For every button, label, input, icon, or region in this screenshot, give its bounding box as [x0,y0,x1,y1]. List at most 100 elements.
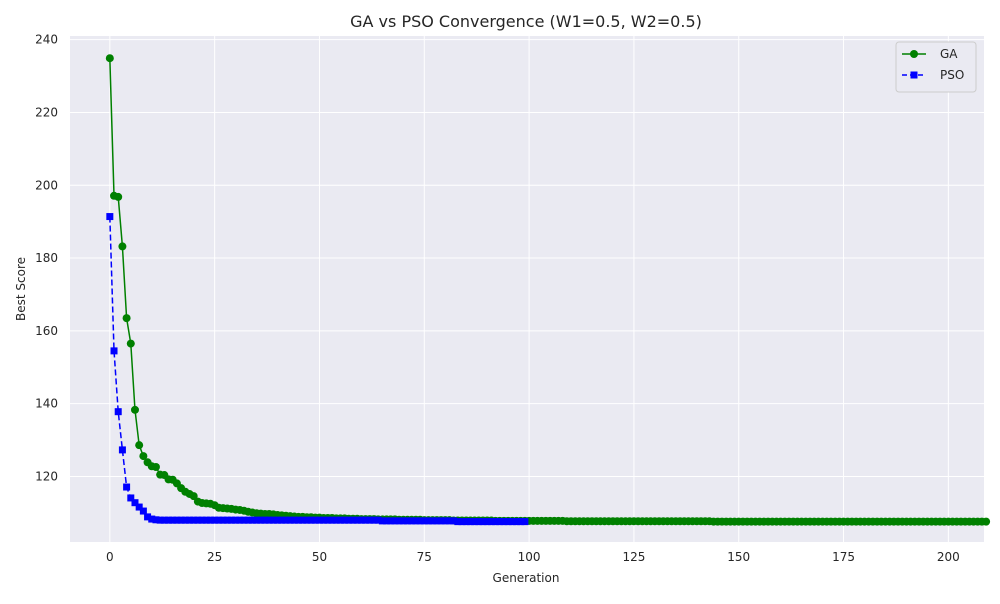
pso-point [471,518,479,526]
pso-point [357,516,365,524]
ga-point [139,452,148,461]
pso-point [454,518,462,526]
pso-point [320,516,328,524]
pso-point [244,516,252,524]
pso-point [114,408,122,416]
pso-point [433,517,441,525]
pso-point [152,516,160,524]
pso-point [253,516,261,524]
pso-point [248,516,256,524]
legend: GA PSO [895,41,977,93]
pso-point [165,516,173,524]
pso-point [240,516,248,524]
pso-point [177,516,185,524]
pso-point [450,517,458,525]
pso-point [328,516,336,524]
pso-point [366,516,374,524]
legend-ga-marker [910,50,918,58]
legend-pso-label: PSO [940,68,964,82]
pso-point [504,518,512,526]
pso-point [508,518,516,526]
pso-point [395,517,403,525]
y-axis-label: Best Score [14,257,28,321]
pso-point [374,516,382,524]
pso-point [265,516,273,524]
pso-point [391,517,399,525]
pso-point [332,516,340,524]
pso-point [307,516,315,524]
ga-point [189,492,198,501]
pso-point [118,446,126,454]
pso-point [458,518,466,526]
pso-point [324,516,332,524]
pso-point [408,517,416,525]
pso-point [492,518,500,526]
plot-area [70,36,984,542]
pso-point [420,517,428,525]
pso-point [445,517,453,525]
ga-point [126,339,135,348]
pso-point [513,518,521,526]
x-tick-label: 100 [518,550,541,564]
pso-point [202,516,210,524]
x-tick-label: 50 [312,550,327,564]
pso-point [424,517,432,525]
pso-point [211,516,219,524]
pso-point [416,517,424,525]
pso-point [190,516,198,524]
pso-point [135,503,143,511]
y-tick-label: 120 [35,469,58,483]
pso-point [144,513,152,521]
pso-point [341,516,349,524]
pso-point [261,516,269,524]
pso-point [278,516,286,524]
pso-point [236,516,244,524]
pso-point [232,516,240,524]
pso-point [185,516,193,524]
pso-point [206,516,214,524]
x-tick-label: 150 [727,550,750,564]
ga-point [105,54,114,63]
pso-point [345,516,353,524]
axes-layer: 0 25 50 75 100 125 150 175 200 120 140 160 180 200 220… [35,33,960,564]
pso-point [399,517,407,525]
pso-point [295,516,302,524]
pso-point [437,517,445,525]
legend-pso-marker [910,71,918,79]
pso-point [462,518,470,526]
pso-point [223,516,231,524]
pso-point [441,517,449,525]
x-tick-label: 125 [622,550,645,564]
chart-title: GA vs PSO Convergence (W1=0.5, W2=0.5) [350,12,702,31]
legend-box [895,41,977,93]
pso-point [378,517,386,525]
pso-point [269,516,277,524]
pso-point [194,516,202,524]
y-tick-label: 160 [35,324,58,338]
ga-point [130,405,139,414]
ga-point [122,314,131,323]
grid-lines [70,36,984,542]
pso-point [362,516,370,524]
y-tick-label: 240 [35,33,58,47]
pso-point [311,516,319,524]
pso-point [487,518,495,526]
ga-point [151,463,160,472]
x-axis-label: Generation [493,571,560,585]
pso-point [160,516,168,524]
pso-point [429,517,437,525]
pso-point [404,517,412,525]
pso-point [370,516,378,524]
pso-point [215,516,223,524]
pso-point [479,518,487,526]
x-tick-label: 75 [417,550,432,564]
ga-point [982,517,991,526]
x-tick-label: 175 [832,550,855,564]
pso-point [274,516,282,524]
y-tick-label: 140 [35,397,58,411]
ga-point [135,441,144,450]
pso-point [169,516,177,524]
pso-point [139,507,147,515]
pso-point [466,518,474,526]
pso-point [110,347,118,355]
